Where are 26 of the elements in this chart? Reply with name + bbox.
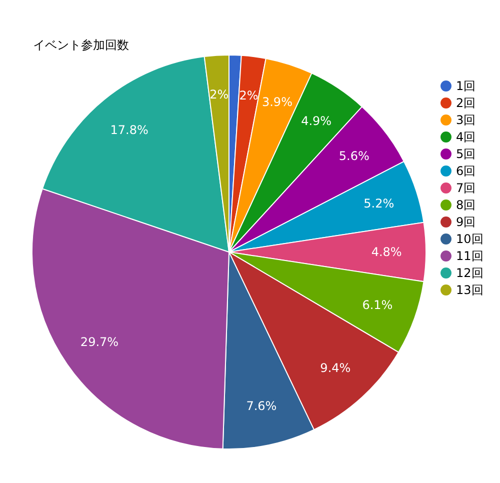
data-label: 4.9% <box>301 114 332 128</box>
data-label: 29.7% <box>80 334 119 349</box>
legend-label: 9回 <box>456 215 476 229</box>
data-label: 2% <box>210 88 229 102</box>
data-label: 2% <box>239 88 258 103</box>
legend-label: 12回 <box>456 266 484 280</box>
legend-label: 8回 <box>456 198 476 212</box>
chart-title: イベント参加回数 <box>33 38 129 52</box>
data-label: 6.1% <box>362 298 393 312</box>
legend-label: 2回 <box>456 96 476 110</box>
data-label: 5.2% <box>364 196 394 210</box>
legend-label: 6回 <box>456 164 476 178</box>
data-label: 9.4% <box>320 361 351 376</box>
data-label: 4.8% <box>371 245 402 259</box>
legend-label: 5回 <box>456 147 476 161</box>
legend-label: 11回 <box>456 249 484 263</box>
data-label: 5.6% <box>338 149 370 164</box>
data-label: 3.9% <box>262 94 292 109</box>
legend-label: 1回 <box>456 79 476 93</box>
legend-label: 3回 <box>456 113 476 127</box>
legend-label: 7回 <box>456 181 476 195</box>
legend-label: 4回 <box>456 130 476 144</box>
legend-label: 13回 <box>456 283 484 297</box>
data-label: 7.6% <box>246 399 277 414</box>
data-label: 17.8% <box>110 122 148 137</box>
legend-label: 10回 <box>456 232 484 246</box>
